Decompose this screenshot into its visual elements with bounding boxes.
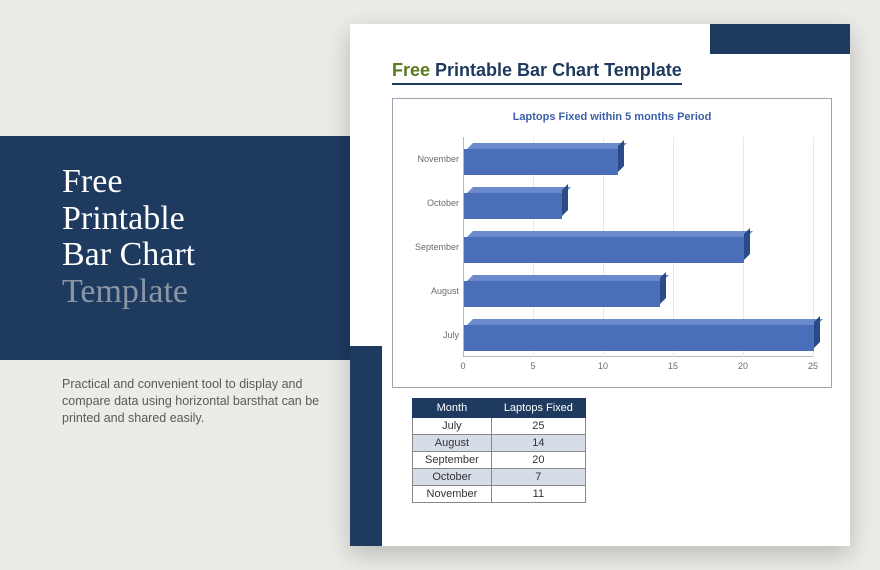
- banner-line-2: Printable: [62, 200, 185, 237]
- x-tick-label: 25: [808, 361, 818, 371]
- doc-title-free: Free: [392, 60, 430, 80]
- data-table: MonthLaptops Fixed July25August14Septemb…: [412, 398, 586, 503]
- banner-line-4: Template: [62, 273, 188, 310]
- table-row: November11: [413, 486, 586, 503]
- bar: [464, 275, 660, 307]
- table-row: July25: [413, 418, 586, 435]
- table-row: August14: [413, 435, 586, 452]
- table-row: October7: [413, 469, 586, 486]
- x-axis: [463, 356, 813, 357]
- table-cell: November: [413, 486, 492, 503]
- banner-line-1: Free: [62, 163, 122, 200]
- table-cell: 7: [491, 469, 585, 486]
- bar: [464, 187, 562, 219]
- table-header-row: MonthLaptops Fixed: [413, 399, 586, 418]
- document-title: Free Printable Bar Chart Template: [392, 60, 682, 85]
- table-row: September20: [413, 452, 586, 469]
- doc-title-rest: Printable Bar Chart Template: [430, 60, 682, 80]
- chart-plot-area: 0510152025NovemberOctoberSeptemberAugust…: [463, 137, 813, 357]
- promo-banner: Free Printable Bar Chart Template: [0, 136, 350, 360]
- table-cell: September: [413, 452, 492, 469]
- bar-chart: Laptops Fixed within 5 months Period 051…: [392, 98, 832, 388]
- description-text: Practical and convenient tool to display…: [62, 376, 332, 427]
- document-preview: Free Printable Bar Chart Template Laptop…: [350, 24, 850, 546]
- table-cell: 25: [491, 418, 585, 435]
- table-cell: 20: [491, 452, 585, 469]
- x-tick-label: 5: [530, 361, 535, 371]
- x-tick-label: 20: [738, 361, 748, 371]
- table-header-cell: Month: [413, 399, 492, 418]
- banner-line-3: Bar Chart: [62, 236, 195, 273]
- table-cell: August: [413, 435, 492, 452]
- table-cell: 11: [491, 486, 585, 503]
- y-tick-label: August: [431, 286, 459, 296]
- table-header-cell: Laptops Fixed: [491, 399, 585, 418]
- banner-title: Free Printable Bar Chart Template: [62, 164, 326, 311]
- table-body: July25August14September20October7Novembe…: [413, 418, 586, 503]
- table-cell: 14: [491, 435, 585, 452]
- y-tick-label: November: [417, 154, 459, 164]
- table-cell: July: [413, 418, 492, 435]
- x-tick-label: 10: [598, 361, 608, 371]
- x-tick-label: 15: [668, 361, 678, 371]
- corner-decoration-bottom: [350, 346, 382, 546]
- y-tick-label: October: [427, 198, 459, 208]
- bar: [464, 143, 618, 175]
- bar: [464, 231, 744, 263]
- y-tick-label: July: [443, 330, 459, 340]
- x-tick-label: 0: [460, 361, 465, 371]
- chart-title: Laptops Fixed within 5 months Period: [393, 99, 831, 123]
- bar: [464, 319, 814, 351]
- table-cell: October: [413, 469, 492, 486]
- y-tick-label: September: [415, 242, 459, 252]
- corner-decoration-top: [710, 24, 850, 54]
